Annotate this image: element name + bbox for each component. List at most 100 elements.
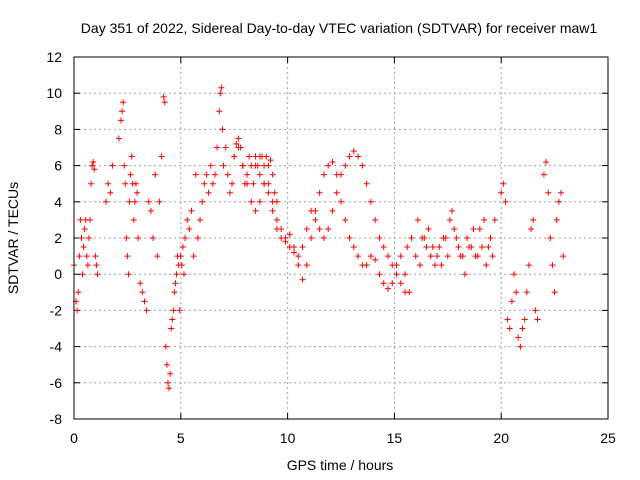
- data-point-plus: [485, 244, 492, 251]
- data-point-plus: [164, 379, 171, 386]
- data-point-plus: [359, 162, 366, 169]
- data-point-plus: [192, 171, 199, 178]
- data-point-plus: [474, 253, 481, 260]
- plot-frame: [73, 56, 609, 420]
- data-point-plus: [483, 262, 490, 269]
- data-point-plus: [182, 235, 189, 241]
- data-point-plus: [489, 253, 496, 260]
- data-point-plus: [197, 216, 204, 223]
- data-point-plus: [244, 171, 251, 178]
- data-point-plus: [511, 271, 518, 278]
- data-point-plus: [286, 231, 293, 238]
- data-point-plus: [74, 307, 81, 314]
- y-axis-label: SDTVAR / TECUs: [5, 182, 21, 294]
- data-point-plus: [269, 207, 276, 214]
- data-point-plus: [124, 253, 131, 260]
- data-point-plus: [372, 256, 379, 263]
- chart-title: Day 351 of 2022, Sidereal Day-to-day VTE…: [81, 20, 598, 36]
- data-point-plus: [233, 140, 240, 147]
- data-point-plus: [216, 108, 223, 115]
- data-point-plus: [543, 158, 550, 165]
- data-point-plus: [451, 225, 458, 232]
- data-point-plus: [126, 198, 133, 205]
- data-point-plus: [506, 325, 513, 332]
- data-point-plus: [350, 244, 357, 251]
- data-point-plus: [402, 289, 409, 296]
- data-point-plus: [389, 280, 396, 287]
- data-point-plus: [540, 171, 547, 178]
- data-point-plus: [167, 370, 174, 377]
- data-point-plus: [316, 189, 323, 196]
- data-point-plus: [190, 253, 197, 260]
- data-point-plus: [491, 216, 498, 223]
- data-point-plus: [429, 244, 436, 251]
- data-point-plus: [184, 216, 191, 223]
- data-point-plus: [163, 361, 170, 368]
- data-point-plus: [530, 216, 537, 223]
- data-point-plus: [83, 253, 90, 260]
- data-point-plus: [303, 262, 310, 269]
- data-point-plus: [380, 244, 387, 251]
- x-tick-label: 0: [70, 430, 78, 446]
- data-point-plus: [76, 253, 83, 260]
- x-tick-label: 15: [387, 430, 403, 446]
- data-point-plus: [273, 216, 280, 223]
- data-point-plus: [166, 385, 173, 392]
- data-point-plus: [402, 271, 409, 278]
- data-point-plus: [141, 298, 148, 305]
- data-point-plus: [525, 262, 532, 269]
- data-point-plus: [549, 262, 556, 269]
- data-point-plus: [342, 216, 349, 223]
- data-point-plus: [320, 235, 327, 241]
- data-point-plus: [103, 198, 110, 205]
- data-point-plus: [181, 271, 188, 278]
- data-point-plus: [376, 235, 383, 241]
- data-point-plus: [161, 99, 168, 106]
- data-point-plus: [308, 235, 315, 241]
- data-point-plus: [350, 148, 357, 155]
- data-point-plus: [265, 180, 272, 187]
- data-point-plus: [137, 280, 144, 287]
- data-point-plus: [534, 316, 541, 323]
- data-point-plus: [145, 198, 152, 205]
- data-point-plus: [325, 162, 332, 169]
- data-point-plus: [464, 235, 471, 241]
- data-point-plus: [78, 235, 85, 241]
- data-point-plus: [278, 225, 285, 232]
- data-point-plus: [229, 180, 236, 187]
- data-point-plus: [177, 253, 184, 260]
- data-point-plus: [436, 244, 443, 251]
- data-point-plus: [412, 253, 419, 260]
- data-point-plus: [205, 189, 212, 196]
- data-point-plus: [329, 158, 336, 165]
- x-tick-label: 5: [177, 430, 185, 446]
- data-point-plus: [235, 135, 242, 142]
- data-point-plus: [201, 180, 208, 187]
- data-point-plus: [453, 235, 460, 241]
- data-point-plus: [466, 244, 473, 251]
- data-point-plus: [170, 307, 177, 314]
- data-point-plus: [120, 99, 127, 106]
- data-point-plus: [461, 271, 468, 278]
- data-point-plus: [434, 253, 441, 260]
- data-point-plus: [199, 198, 206, 205]
- y-tick-label: -4: [50, 339, 63, 355]
- axis-ticks: 0 5 10 15 20 25 -8 -6 -4 -2 0 2 4 6 8 10 12: [46, 49, 616, 446]
- data-point-plus: [363, 180, 370, 187]
- data-point-plus: [560, 253, 567, 260]
- data-point-plus: [444, 253, 451, 260]
- data-point-plus: [346, 153, 353, 160]
- data-point-plus: [156, 198, 163, 205]
- x-tick-label: 20: [493, 430, 509, 446]
- data-point-plus: [244, 180, 251, 187]
- data-point-plus: [219, 126, 226, 133]
- data-point-plus: [121, 162, 128, 169]
- data-point-plus: [355, 153, 362, 160]
- data-point-plus: [188, 207, 195, 214]
- data-point-plus: [123, 235, 130, 241]
- data-point-plus: [150, 235, 157, 241]
- data-point-plus: [363, 262, 370, 269]
- data-point-plus: [252, 207, 259, 214]
- data-point-plus: [239, 162, 246, 169]
